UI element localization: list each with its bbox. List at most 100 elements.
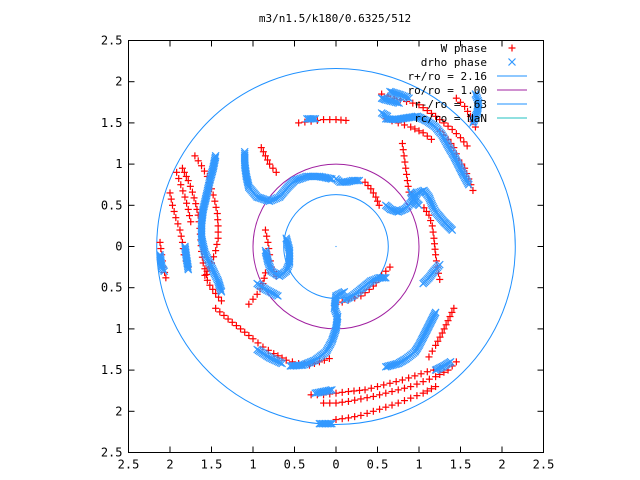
w-phase-point (415, 127, 423, 135)
w-phase-point (212, 304, 220, 312)
drho-phase-point (309, 114, 318, 123)
x-tick-label: 0.5 (284, 458, 306, 472)
drho-phase-point (315, 419, 324, 428)
w-phase-point (259, 148, 267, 156)
w-phase-point (419, 378, 427, 386)
w-phase-point (363, 409, 371, 417)
w-phase-point (375, 201, 383, 209)
w-phase-point (182, 172, 190, 180)
w-phase-point (394, 399, 402, 407)
w-phase-point (162, 274, 170, 282)
w-phase-point (428, 222, 436, 230)
drho-phase-point (323, 174, 332, 182)
w-phase-point (186, 212, 194, 220)
w-phase-point (405, 374, 413, 382)
w-phase-point (413, 392, 421, 400)
w-phase-point (367, 384, 375, 392)
w-phase-point (203, 276, 211, 284)
legend-label-w-phase: W phase (441, 42, 487, 55)
drho-phase-point (184, 265, 193, 274)
w-phase-point (400, 397, 408, 405)
w-phase-point (413, 380, 421, 388)
w-phase-point (199, 259, 207, 267)
drho-phase-point (282, 234, 291, 243)
chart-title: m3/n1.5/k180/0.6325/512 (259, 12, 411, 25)
y-tick-label: 1 (115, 322, 122, 336)
w-phase-point (194, 157, 202, 165)
x-tick-label: 2.5 (118, 458, 140, 472)
w-phase-point (428, 347, 436, 355)
w-phase-point (442, 321, 450, 329)
w-phase-point (448, 125, 456, 133)
w-phase-point (220, 311, 228, 319)
w-phase-point (259, 343, 267, 351)
w-phase-point (188, 188, 196, 196)
drho-phase-point (278, 359, 286, 368)
w-phase-point (423, 368, 431, 376)
w-phase-point (338, 388, 346, 396)
w-phase-point (214, 234, 222, 242)
w-phase-point (351, 413, 359, 421)
w-phase-point (232, 322, 240, 330)
w-phase-point (457, 134, 464, 142)
w-phase-point (376, 405, 384, 413)
w-phase-point (245, 300, 253, 308)
w-phase-point (403, 177, 411, 185)
w-phase-point (184, 177, 192, 185)
w-phase-point (400, 121, 408, 129)
w-phase-point (452, 130, 460, 138)
drho-phase-point (209, 161, 218, 170)
w-phase-point (260, 274, 268, 282)
w-phase-point (386, 263, 394, 271)
w-phase-point (369, 189, 377, 197)
w-phase-point (357, 411, 365, 419)
w-phase-point (423, 132, 431, 140)
drho-phase-point (308, 114, 316, 123)
w-phase-point (452, 94, 460, 102)
drho-phase-point (405, 94, 413, 103)
w-phase-point (380, 381, 388, 389)
w-phase-point (245, 331, 253, 339)
drho-phase-point (263, 254, 272, 263)
drho-phase-point (311, 114, 320, 123)
w-phase-point (198, 162, 206, 170)
drho-phase-point (242, 174, 251, 182)
w-phase-point (419, 389, 427, 397)
drho-phase-point (318, 419, 327, 428)
w-phase-point (417, 370, 425, 378)
drho-phase-point (418, 187, 427, 196)
drho-phase-point (380, 273, 389, 282)
drho-phase-point (210, 156, 219, 165)
w-phase-point (228, 318, 236, 326)
w-phase-point (432, 341, 440, 349)
w-phase-point (261, 152, 269, 160)
w-phase-point (402, 164, 410, 172)
w-phase-point (436, 275, 444, 283)
w-phase-point (422, 207, 430, 215)
drho-phase-point (474, 99, 483, 108)
drho-phase-point (243, 178, 252, 187)
drho-phase-point (383, 112, 392, 121)
w-phase-point (214, 222, 222, 230)
x-tick-label: 2 (166, 458, 173, 472)
legend-label-r-minus: r-/ro = .63 (414, 98, 487, 111)
drho-phase-point (210, 159, 219, 168)
w-phase-point (253, 290, 261, 298)
w-phase-point (214, 228, 222, 236)
w-phase-point (425, 353, 433, 361)
w-phase-point (429, 228, 437, 236)
drho-phase-point (351, 176, 360, 185)
w-phase-point (392, 378, 400, 386)
w-phase-point (167, 195, 175, 203)
w-phase-point (425, 211, 433, 219)
w-phase-point (432, 251, 440, 259)
drho-phase-point (315, 172, 324, 181)
w-phase-point (261, 226, 269, 234)
drho-phase-point (242, 172, 251, 181)
drho-phase-point (244, 180, 253, 189)
w-phase-point (382, 389, 390, 397)
drho-phase-point (381, 362, 390, 371)
w-phase-point (172, 214, 180, 222)
y-tick-label: 2 (115, 404, 122, 418)
